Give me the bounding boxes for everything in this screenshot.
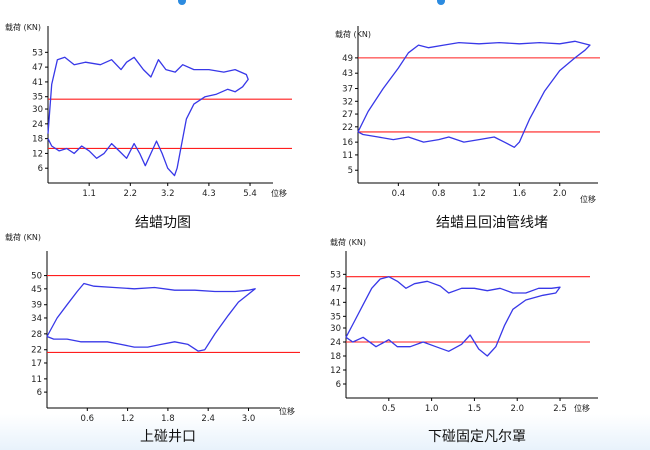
x-tick-label: 3.0 (242, 414, 256, 424)
y-tick-label: 6 (37, 388, 42, 398)
x-tick-label: 1.0 (425, 404, 439, 414)
x-tick-label: 1.8 (161, 414, 175, 424)
x-tick-label: 4.3 (202, 189, 216, 199)
x-axis-title: 位移 (271, 188, 287, 198)
y-tick-label: 22 (342, 123, 353, 133)
x-axis-title: 位移 (574, 403, 590, 413)
load-curve (357, 40, 591, 148)
top-strip (0, 0, 650, 6)
chart-caption: 结蜡功图 (135, 215, 191, 231)
x-tick-label: 0.4 (392, 189, 406, 199)
x-tick-label: 2.2 (124, 189, 138, 199)
y-tick-label: 30 (330, 324, 341, 334)
y-tick-label: 12 (330, 366, 341, 376)
x-tick-label: 0.5 (382, 404, 396, 414)
chart-caption: 下碰固定凡尔罩 (428, 429, 526, 445)
y-tick-label: 30 (32, 105, 43, 115)
y-tick-label: 18 (32, 135, 43, 145)
top-marker (178, 0, 186, 5)
y-tick-label: 37 (342, 85, 353, 95)
x-tick-label: 1.6 (513, 189, 527, 199)
top-marker (437, 0, 445, 5)
chart-caption: 结蜡且回油管线堵 (436, 215, 548, 231)
y-tick-label: 45 (31, 285, 42, 295)
y-tick-label: 50 (31, 272, 42, 282)
x-tick-label: 1.2 (121, 414, 135, 424)
x-tick-label: 1.1 (82, 189, 96, 199)
y-tick-label: 6 (336, 380, 341, 390)
y-tick-label: 12 (32, 149, 43, 159)
y-tick-label: 24 (330, 338, 341, 348)
y-tick-label: 32 (342, 97, 353, 107)
y-tick-label: 11 (342, 151, 353, 161)
y-tick-label: 5 (348, 166, 353, 176)
y-tick-label: 47 (330, 284, 341, 294)
y-tick-label: 49 (342, 54, 353, 64)
chart-caption: 上碰井口 (140, 429, 196, 445)
y-tick-label: 39 (31, 301, 42, 311)
y-tick-label: 53 (330, 270, 341, 280)
y-tick-label: 17 (31, 359, 42, 369)
y-axis-title: 载荷 (KN) (5, 232, 41, 242)
y-tick-label: 24 (32, 120, 43, 130)
x-tick-label: 0.8 (432, 189, 446, 199)
x-tick-label: 2.5 (553, 404, 567, 414)
y-tick-label: 34 (31, 314, 42, 324)
y-tick-label: 47 (32, 63, 43, 73)
y-tick-label: 35 (32, 93, 43, 103)
y-axis-title: 载荷 (KN) (5, 22, 41, 32)
load-curve (46, 282, 256, 352)
y-tick-label: 11 (31, 375, 42, 385)
y-tick-label: 18 (330, 352, 341, 362)
y-tick-label: 6 (38, 164, 43, 174)
x-tick-label: 1.5 (468, 404, 482, 414)
y-tick-label: 35 (330, 312, 341, 322)
x-tick-label: 5.4 (243, 189, 257, 199)
y-tick-label: 28 (31, 330, 42, 340)
y-tick-label: 53 (32, 48, 43, 58)
y-axis-title: 载荷 (KN) (335, 29, 371, 39)
x-tick-label: 2.0 (553, 189, 567, 199)
x-tick-label: 1.2 (472, 189, 486, 199)
x-tick-label: 3.2 (161, 189, 175, 199)
load-curve (47, 56, 249, 177)
y-tick-label: 27 (342, 110, 353, 120)
x-tick-label: 2.4 (201, 414, 215, 424)
y-tick-label: 16 (342, 138, 353, 148)
y-tick-label: 41 (32, 78, 43, 88)
y-tick-label: 22 (31, 346, 42, 356)
x-axis-title: 位移 (279, 406, 295, 416)
x-axis-title: 位移 (580, 194, 596, 204)
load-curve (345, 276, 561, 357)
y-tick-label: 43 (342, 69, 353, 79)
x-tick-label: 2.0 (510, 404, 524, 414)
y-axis-title: 载荷 (KN) (330, 237, 366, 247)
y-tick-label: 41 (330, 298, 341, 308)
x-tick-label: 0.6 (81, 414, 95, 424)
